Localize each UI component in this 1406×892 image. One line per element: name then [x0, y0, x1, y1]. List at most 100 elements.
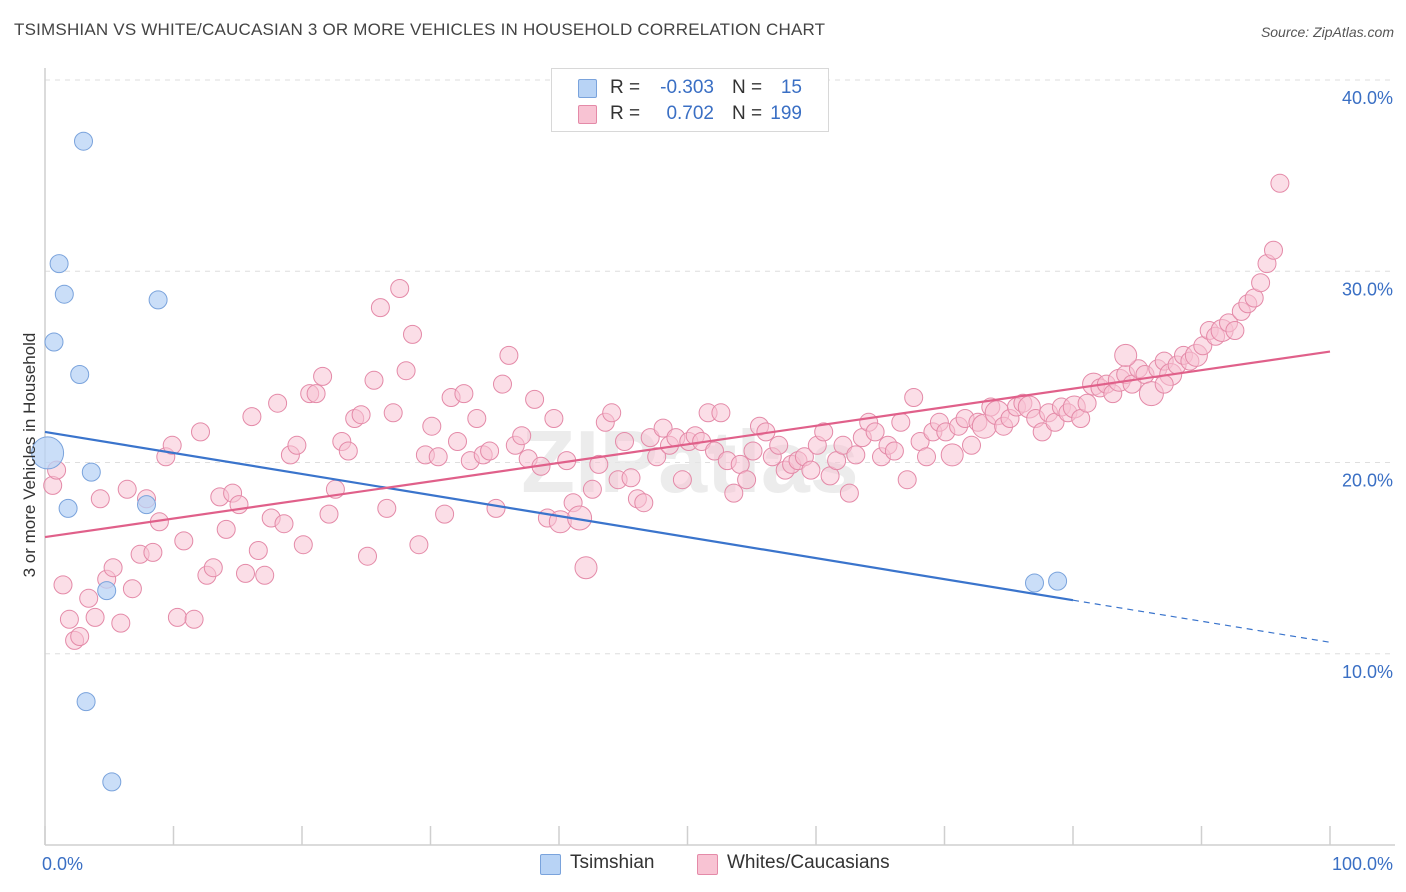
point-whites: [383, 403, 403, 423]
point-tsimshian: [74, 131, 93, 151]
legend-r-label: R =: [610, 77, 641, 98]
bottom-legend-swatch-whites: [697, 854, 718, 875]
y-tick-label: 10.0%: [1342, 662, 1393, 682]
point-whites: [737, 470, 757, 490]
point-whites: [236, 563, 255, 583]
point-whites: [769, 435, 789, 455]
point-tsimshian: [1025, 573, 1044, 593]
point-whites: [268, 393, 288, 413]
point-whites: [724, 483, 744, 503]
point-whites: [486, 498, 506, 518]
chart-source: Source: ZipAtlas.com: [1260, 24, 1394, 40]
point-whites: [338, 441, 358, 461]
point-whites: [640, 428, 660, 448]
point-tsimshian: [44, 332, 64, 352]
point-whites: [480, 441, 500, 461]
y-axis-title: 3 or more Vehicles in Household: [20, 332, 39, 578]
point-whites: [364, 370, 384, 390]
point-whites: [1114, 343, 1138, 367]
point-whites: [653, 418, 673, 438]
point-whites: [1264, 240, 1283, 260]
point-whites: [85, 607, 105, 627]
point-whites: [358, 546, 377, 566]
point-tsimshian: [70, 365, 90, 384]
point-tsimshian: [148, 290, 168, 310]
point-whites: [1077, 393, 1097, 413]
point-whites: [743, 441, 763, 461]
point-whites: [191, 422, 210, 442]
point-whites: [917, 447, 936, 467]
point-whites: [897, 470, 917, 490]
point-whites: [396, 361, 416, 381]
point-tsimshian: [81, 462, 101, 482]
point-whites: [435, 504, 455, 524]
legend-row-tsimshian: R = -0.303 N = 15: [552, 75, 828, 101]
point-whites: [884, 441, 904, 461]
legend-row-whites: R = 0.702 N = 199: [552, 101, 828, 127]
point-whites: [90, 489, 110, 509]
legend-r-value: 0.702: [666, 103, 714, 124]
point-whites: [448, 432, 467, 451]
point-whites: [203, 558, 223, 578]
point-whites: [962, 435, 981, 455]
point-whites: [814, 422, 834, 442]
point-whites: [216, 519, 236, 539]
x-tick-label: 100.0%: [1332, 854, 1393, 874]
point-whites: [428, 447, 448, 467]
point-whites: [287, 435, 307, 455]
y-tick-label: 40.0%: [1342, 88, 1393, 108]
data-points: [31, 131, 1290, 792]
chart-title: TSIMSHIAN VS WHITE/CAUCASIAN 3 OR MORE V…: [14, 20, 826, 39]
point-whites: [589, 454, 609, 474]
bottom-legend-label-whites: Whites/Caucasians: [727, 852, 890, 873]
point-whites: [672, 470, 692, 490]
legend-n-label: N =: [732, 77, 763, 98]
gridlines: [45, 79, 1395, 655]
point-whites: [454, 384, 474, 404]
point-whites: [184, 609, 204, 629]
point-whites: [602, 403, 622, 423]
y-tick-label: 30.0%: [1342, 279, 1393, 299]
trend-lines: [44, 350, 1331, 643]
point-whites: [621, 468, 641, 488]
point-tsimshian: [31, 436, 65, 470]
point-tsimshian: [102, 772, 122, 792]
point-whites: [422, 416, 442, 436]
point-whites: [833, 435, 853, 455]
point-whites: [111, 613, 131, 633]
point-whites: [846, 445, 866, 465]
bottom-legend-label-tsimshian: Tsimshian: [570, 852, 655, 873]
point-whites: [390, 279, 410, 298]
point-tsimshian: [137, 495, 156, 515]
point-whites: [248, 541, 268, 560]
trend-line-whites: [44, 350, 1331, 539]
point-whites: [891, 412, 911, 432]
point-whites: [351, 405, 371, 425]
point-whites: [103, 558, 123, 578]
point-tsimshian: [49, 254, 69, 274]
point-whites: [1032, 422, 1052, 442]
point-whites: [409, 535, 429, 555]
point-whites: [705, 441, 724, 461]
point-whites: [403, 324, 422, 344]
point-whites: [525, 389, 545, 409]
point-whites: [1270, 173, 1290, 193]
point-whites: [313, 366, 333, 386]
point-whites: [512, 426, 532, 446]
point-tsimshian: [76, 692, 96, 712]
trend-line-tsimshian: [44, 430, 1074, 602]
point-whites: [493, 374, 512, 394]
point-whites: [904, 388, 924, 407]
point-whites: [274, 514, 294, 534]
point-tsimshian: [58, 498, 78, 518]
point-tsimshian: [97, 581, 117, 601]
point-whites: [174, 531, 194, 551]
point-whites: [370, 298, 390, 318]
point-whites: [377, 498, 397, 518]
point-whites: [865, 422, 885, 442]
point-whites: [574, 556, 598, 580]
legend-r-value: -0.303: [660, 77, 714, 98]
point-whites: [293, 535, 313, 555]
legend-n-value: 15: [780, 77, 802, 98]
